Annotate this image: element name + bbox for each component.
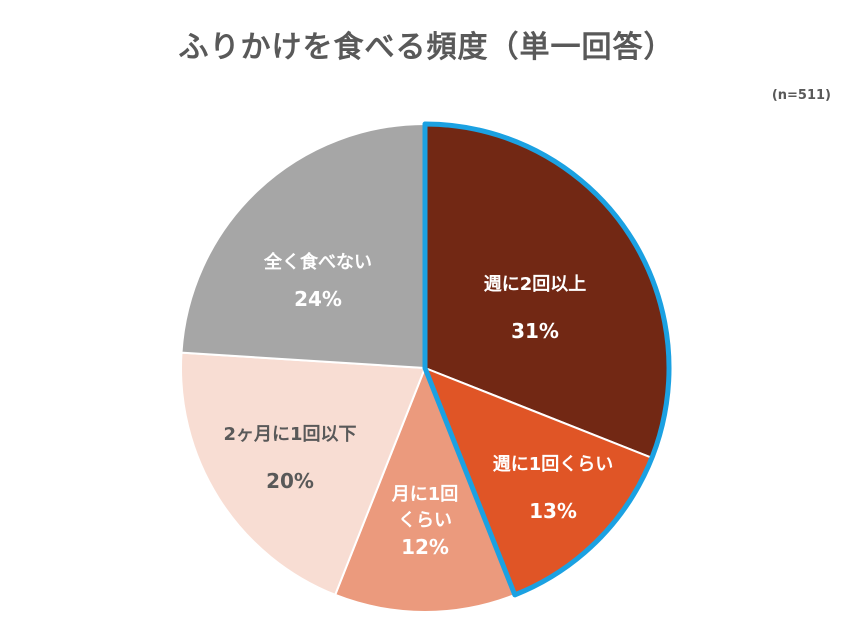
- slice-value-label: 20%: [266, 469, 314, 493]
- pie-slice: [180, 122, 426, 370]
- slice-value-label: 13%: [529, 499, 577, 523]
- pie-slice: [333, 365, 517, 613]
- slice-label: 月に1回: [391, 484, 459, 505]
- highlight-outline: [422, 121, 672, 598]
- chart-title: ふりかけを食べる頻度（単一回答）: [178, 30, 675, 65]
- slice-label: くらい: [398, 510, 452, 531]
- slice-label: 週に2回以上: [484, 274, 587, 295]
- slice-value-label: 12%: [401, 535, 449, 559]
- slice-value-label: 31%: [511, 319, 559, 343]
- slice-label: 2ヶ月に1回以下: [223, 424, 356, 445]
- sample-size-note: (n=511): [771, 88, 831, 103]
- slice-value-label: 24%: [294, 287, 342, 311]
- pie-slice: [180, 351, 427, 597]
- slice-label: 週に1回くらい: [493, 454, 614, 475]
- slice-label: 全く食べない: [263, 251, 372, 273]
